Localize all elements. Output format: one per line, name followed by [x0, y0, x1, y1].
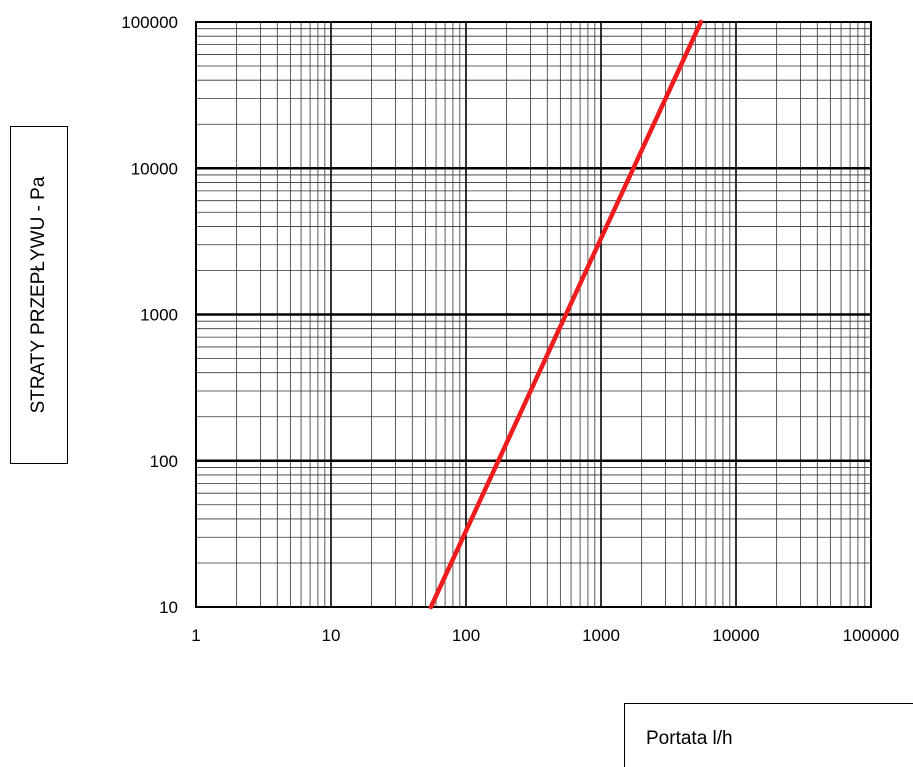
x-tick-label: 10 — [322, 626, 341, 645]
plot-frame — [195, 21, 872, 608]
x-tick-labels: 1 10 100 1000 10000 100000 — [191, 626, 899, 645]
y-tick-label: 10000 — [131, 159, 178, 178]
y-tick-label: 100000 — [121, 13, 178, 32]
y-axis-label-box: STRATY PRZEPŁYWU - Pa — [10, 126, 68, 464]
y-tick-label: 100 — [150, 452, 178, 471]
x-tick-label: 1000 — [582, 626, 620, 645]
y-tick-label: 1000 — [140, 306, 178, 325]
x-tick-label: 100 — [452, 626, 480, 645]
y-tick-labels: 10 100 1000 10000 100000 — [121, 13, 178, 617]
x-axis-label-box: Portata l/h — [624, 703, 913, 767]
x-tick-label: 1 — [191, 626, 200, 645]
x-tick-label: 10000 — [712, 626, 759, 645]
y-axis-label: STRATY PRZEPŁYWU - Pa — [28, 176, 49, 414]
x-tick-label: 100000 — [843, 626, 900, 645]
y-tick-label: 10 — [159, 598, 178, 617]
series-line — [428, 19, 704, 610]
x-axis-label: Portata l/h — [646, 728, 733, 749]
series-layer — [428, 19, 704, 610]
major-gridlines — [196, 22, 871, 607]
